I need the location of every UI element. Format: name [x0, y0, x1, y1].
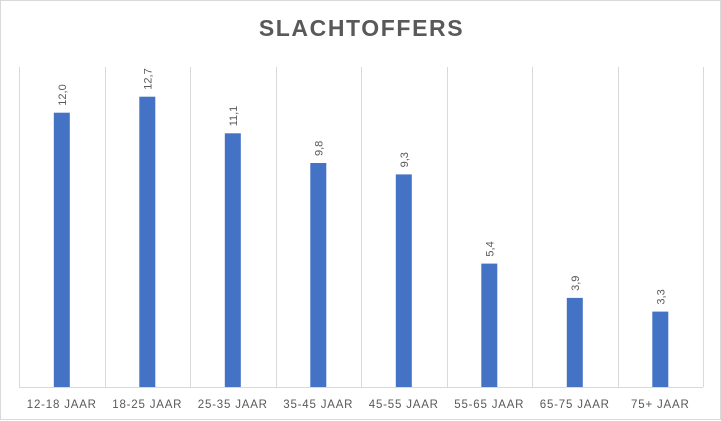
x-tick-label: 35-45 JAAR — [283, 399, 353, 411]
bar-12-18-jaar — [53, 112, 70, 387]
bar-35-45-jaar — [310, 163, 327, 387]
x-tick-label: 55-65 JAAR — [454, 399, 524, 411]
bar-18-25-jaar — [139, 96, 156, 387]
bar-75-jaar — [652, 311, 669, 387]
x-tick-label: 18-25 JAAR — [112, 399, 182, 411]
x-tick-label: 75+ JAAR — [631, 399, 690, 411]
data-labels: 12,0 12,7 11,1 9,8 9,3 5,4 3,9 3,3 — [57, 68, 667, 304]
x-tick-label: 25-35 JAAR — [198, 399, 268, 411]
bar-55-65-jaar — [481, 263, 498, 387]
bar-25-35-jaar — [224, 133, 241, 387]
bar-45-55-jaar — [395, 174, 412, 387]
data-label: 12,7 — [142, 68, 154, 89]
data-label: 3,9 — [570, 276, 582, 291]
data-label: 9,3 — [399, 152, 411, 167]
data-label: 5,4 — [484, 241, 496, 256]
bar-65-75-jaar — [566, 297, 583, 387]
data-label: 12,0 — [57, 84, 69, 105]
x-axis: 12-18 JAAR 18-25 JAAR 25-35 JAAR 35-45 JAAR… — [19, 387, 703, 411]
data-label: 3,3 — [655, 289, 667, 304]
x-tick-label: 12-18 JAAR — [27, 399, 97, 411]
bars — [53, 96, 669, 387]
gridlines — [19, 67, 704, 387]
chart-title: SLACHTOFFERS — [258, 15, 465, 41]
x-tick-label: 45-55 JAAR — [369, 399, 439, 411]
data-label: 11,1 — [228, 106, 240, 127]
data-label: 9,8 — [313, 141, 325, 156]
x-tick-label: 65-75 JAAR — [540, 399, 610, 411]
